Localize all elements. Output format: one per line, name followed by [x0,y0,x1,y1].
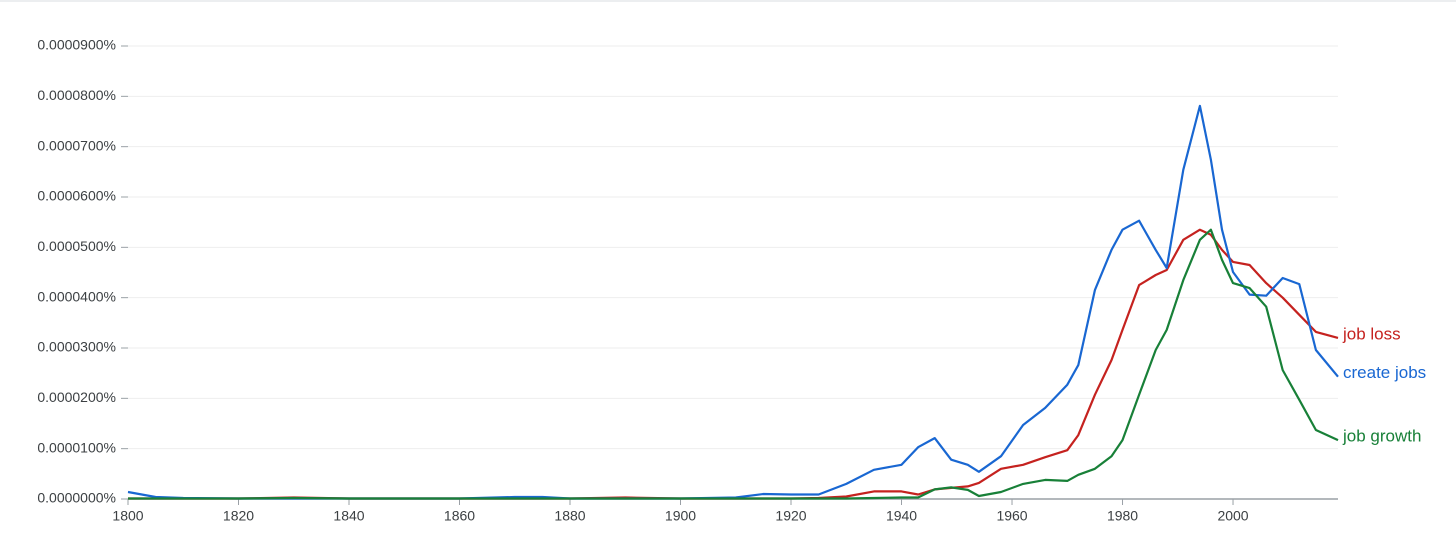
y-tick-label: 0.0000000% [37,490,116,506]
y-tick-label: 0.0000500% [37,238,116,254]
x-tick-label: 1820 [223,508,254,524]
y-tick-label: 0.0000600% [37,188,116,204]
x-tick-label: 1920 [775,508,806,524]
x-tick-label: 1840 [333,508,364,524]
x-tick-label: 1960 [996,508,1027,524]
y-tick-label: 0.0000200% [37,389,116,405]
x-tick-label: 1900 [665,508,696,524]
x-tick-label: 1800 [112,508,143,524]
x-tick-label: 1860 [444,508,475,524]
series-line [127,104,1339,500]
y-tick-label: 0.0000900% [37,37,116,53]
x-tick-label: 2000 [1217,508,1248,524]
series-label: create jobs [1343,363,1426,382]
y-tick-label: 0.0000300% [37,339,116,355]
x-tick-label: 1940 [886,508,917,524]
x-tick-label: 1980 [1107,508,1138,524]
y-tick-label: 0.0000400% [37,288,116,304]
x-tick-label: 1880 [554,508,585,524]
series-label: job loss [1342,324,1401,343]
y-tick-label: 0.0000700% [37,137,116,153]
series-line [128,228,1339,500]
series-label: job growth [1342,427,1421,446]
series-line [128,228,1339,500]
y-tick-label: 0.0000100% [37,439,116,455]
y-tick-label: 0.0000800% [37,87,116,103]
